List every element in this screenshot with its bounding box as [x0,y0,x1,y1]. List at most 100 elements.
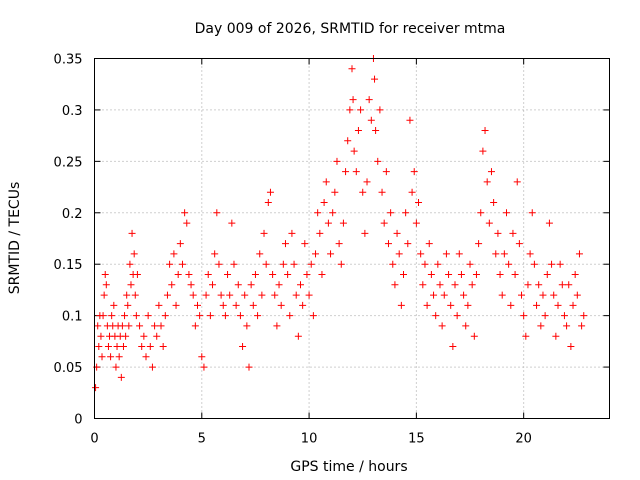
data-point [316,229,324,237]
y-tick-label: 0.05 [54,361,83,376]
data-point [545,219,553,227]
data-point [472,271,480,278]
data-point [256,250,264,258]
data-point [187,281,195,289]
data-point [333,157,341,165]
data-point [427,271,435,278]
data-point [181,209,189,217]
data-point [378,188,386,196]
data-point [350,147,358,155]
data-point [226,291,234,299]
data-point [578,322,586,330]
data-point [178,260,186,268]
data-point [286,312,294,320]
data-point [393,229,401,237]
x-tick-label: 5 [198,432,206,447]
data-point [408,188,416,196]
data-point [421,260,429,268]
data-point [550,291,558,299]
data-point [92,384,100,392]
data-point [430,291,438,299]
data-point [423,301,431,309]
y-axis-label: SRMTID / TECUs [7,182,23,295]
data-point [281,240,289,248]
data-point [124,301,132,309]
data-point [400,271,407,278]
data-point [485,219,493,227]
data-point [301,240,309,248]
y-tick-label: 0.25 [54,155,83,170]
data-point [374,157,382,165]
data-point [118,322,126,330]
data-point [571,271,579,278]
data-point [309,312,317,320]
data-point [457,271,465,278]
data-point [432,312,440,320]
data-point [113,343,121,350]
data-point [131,291,139,299]
data-point [573,291,581,299]
data-point [363,178,371,186]
data-point [438,322,446,330]
data-point [234,281,242,289]
data-point [228,219,236,227]
data-point [130,250,138,258]
data-point [535,281,543,289]
data-point [140,332,148,340]
data-point [352,168,360,176]
data-point [372,127,380,134]
data-point [211,250,219,258]
data-point [359,188,367,196]
data-point [434,260,442,268]
data-point [260,229,268,237]
data-point [204,271,212,278]
data-point [196,312,204,320]
y-tick-label: 0 [74,413,82,428]
data-point [371,75,379,83]
data-point [191,322,199,330]
data-point [98,353,106,361]
data-point [202,291,210,299]
data-point [337,260,345,268]
data-point [275,281,283,289]
data-point [445,271,453,278]
data-point [389,260,397,268]
data-point [455,250,463,258]
data-point [144,312,152,320]
data-point [384,240,392,248]
data-point [151,322,159,330]
data-point [217,291,225,299]
data-point [442,250,450,258]
data-point [95,343,103,350]
data-point [126,260,134,268]
data-point [505,260,513,268]
data-point [412,219,420,227]
data-point [241,291,249,299]
data-point [496,271,504,278]
data-point [494,229,502,237]
grid [94,58,610,419]
data-point [436,281,444,289]
data-point [406,116,414,124]
data-point [522,332,530,340]
data-point [449,343,457,350]
x-axis-ticks: 0 5 10 15 20 [90,58,532,447]
data-point [133,271,141,278]
data-point [297,281,304,289]
data-point [136,322,144,330]
data-point [170,250,178,258]
data-point [324,219,332,227]
x-tick-label: 15 [408,432,425,447]
plot-frame [94,58,610,419]
data-point [104,343,112,350]
data-point [460,291,468,299]
data-point [468,281,476,289]
data-point [470,332,478,340]
data-point [509,229,517,237]
data-point [425,240,433,248]
data-point [376,106,384,114]
y-tick-label: 0.1 [62,310,83,325]
data-point [533,301,541,309]
data-point [163,291,171,299]
